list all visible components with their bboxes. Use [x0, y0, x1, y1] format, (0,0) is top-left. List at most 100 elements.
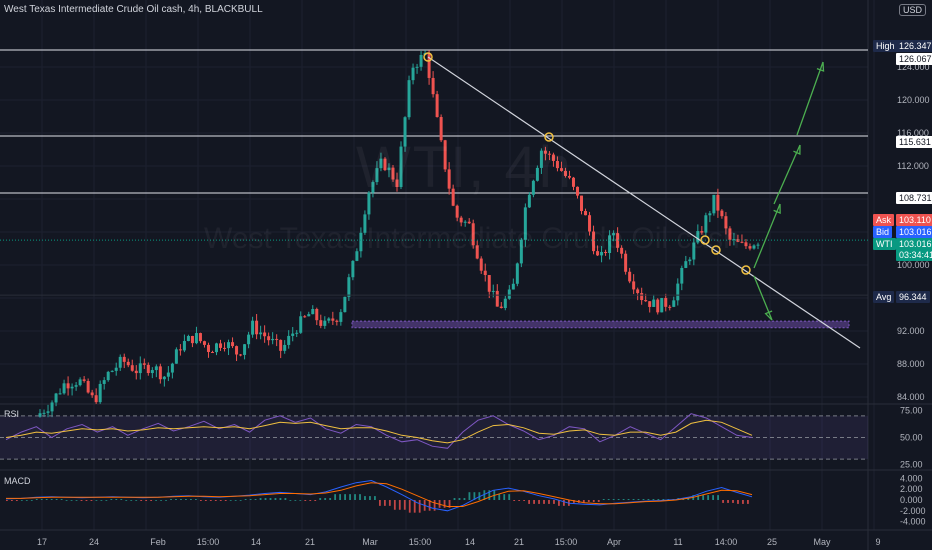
candle-body — [267, 336, 271, 341]
time-axis-label: 11 — [673, 537, 683, 547]
time-axis-label: 21 — [513, 537, 525, 547]
candle-body — [720, 210, 724, 217]
candle-body — [523, 207, 527, 240]
macd-histogram-bar — [130, 500, 133, 501]
candle-body — [580, 195, 584, 212]
macd-histogram-bar — [627, 499, 630, 500]
candle-body — [239, 354, 243, 356]
candle-body — [170, 363, 174, 373]
chart-title: West Texas Intermediate Crude Oil cash, … — [4, 4, 263, 15]
macd-histogram-bar — [503, 494, 506, 500]
currency-badge[interactable]: USD — [898, 4, 926, 16]
candle-body — [708, 213, 712, 216]
macd-histogram-bar — [199, 500, 202, 501]
macd-histogram-bar — [75, 500, 78, 501]
macd-histogram-bar — [617, 499, 620, 500]
candle-body — [287, 335, 291, 345]
candle-body — [664, 298, 668, 307]
macd-histogram-bar — [10, 500, 13, 501]
candle-body — [576, 186, 579, 196]
candle-body — [379, 158, 383, 169]
macd-histogram-bar — [428, 500, 431, 511]
candle-body — [299, 316, 303, 333]
macd-histogram-bar — [587, 500, 590, 502]
macd-histogram-bar — [518, 500, 521, 501]
rsi-pane-title[interactable]: RSI — [4, 409, 20, 419]
candle-body — [600, 251, 604, 256]
touch-point-marker — [700, 235, 710, 245]
macd-histogram-bar — [30, 500, 33, 501]
candle-body — [194, 333, 198, 344]
candle-body — [387, 167, 391, 171]
projection-arrowhead — [764, 310, 773, 321]
candle-body — [223, 347, 227, 349]
macd-histogram-bar — [160, 500, 162, 501]
candle-body — [122, 356, 126, 362]
rsi-line — [5, 413, 753, 449]
macd-histogram-bar — [369, 496, 371, 500]
candle-body — [559, 168, 563, 171]
candle-body — [158, 366, 162, 380]
candle-body — [736, 239, 740, 242]
candle-body — [86, 380, 90, 393]
candle-body — [547, 153, 551, 155]
macd-histogram-bar — [458, 498, 461, 500]
candle-body — [616, 233, 620, 248]
candle-body — [399, 146, 403, 187]
candle-body — [620, 247, 624, 254]
candle-body — [295, 332, 299, 334]
price-tick-label: 92.000 — [897, 326, 925, 336]
macd-histogram-bar — [383, 500, 386, 506]
candle-body — [74, 385, 78, 387]
candle-body — [391, 167, 395, 180]
price-tick-label: 112.000 — [897, 161, 929, 171]
macd-histogram-bar — [190, 499, 192, 500]
avg-value: 96.344 — [896, 291, 930, 303]
time-axis-label: 15:00 — [196, 537, 220, 547]
candle-body — [363, 214, 367, 233]
macd-histogram-bar — [105, 500, 108, 501]
macd-histogram-bar — [314, 500, 317, 501]
candle-body — [700, 231, 704, 233]
macd-histogram-bar — [274, 498, 277, 500]
macd-histogram-bar — [443, 500, 446, 508]
candle-body — [652, 299, 656, 307]
macd-histogram-bar — [35, 499, 38, 500]
candle-body — [186, 335, 190, 341]
candle-body — [479, 258, 483, 271]
time-axis-label: Apr — [606, 537, 622, 547]
time-axis-label: 14 — [464, 537, 476, 547]
macd-pane-title[interactable]: MACD — [4, 476, 31, 486]
macd-histogram-bar — [224, 500, 227, 501]
macd-histogram-bar — [712, 495, 715, 500]
rsi-tick-label: 50.00 — [900, 433, 923, 443]
macd-histogram-bar — [304, 500, 307, 501]
candle-body — [190, 335, 194, 344]
high-value: 126.347 — [896, 40, 932, 52]
candle-body — [102, 380, 106, 384]
macd-histogram-bar — [488, 490, 491, 500]
macd-histogram-bar — [219, 500, 222, 501]
candle-body — [612, 233, 616, 236]
macd-histogram-bar — [463, 498, 466, 500]
candle-body — [692, 242, 696, 260]
macd-histogram-bar — [115, 499, 118, 500]
macd-histogram-bar — [558, 500, 560, 506]
macd-histogram-bar — [45, 499, 48, 500]
macd-histogram-bar — [413, 500, 416, 513]
macd-histogram-bar — [647, 499, 650, 500]
candle-body — [531, 180, 535, 195]
candle-body — [251, 320, 255, 335]
macd-histogram-bar — [85, 500, 88, 501]
macd-histogram-bar — [155, 500, 157, 501]
candle-body — [182, 340, 186, 351]
macd-histogram-bar — [194, 499, 197, 500]
candle-body — [70, 386, 74, 389]
candle-body — [555, 160, 559, 169]
candle-body — [355, 251, 359, 261]
time-axis-label: 21 — [304, 537, 316, 547]
macd-histogram-bar — [563, 500, 565, 506]
time-axis-label: 24 — [88, 537, 100, 547]
candle-body — [483, 270, 487, 276]
